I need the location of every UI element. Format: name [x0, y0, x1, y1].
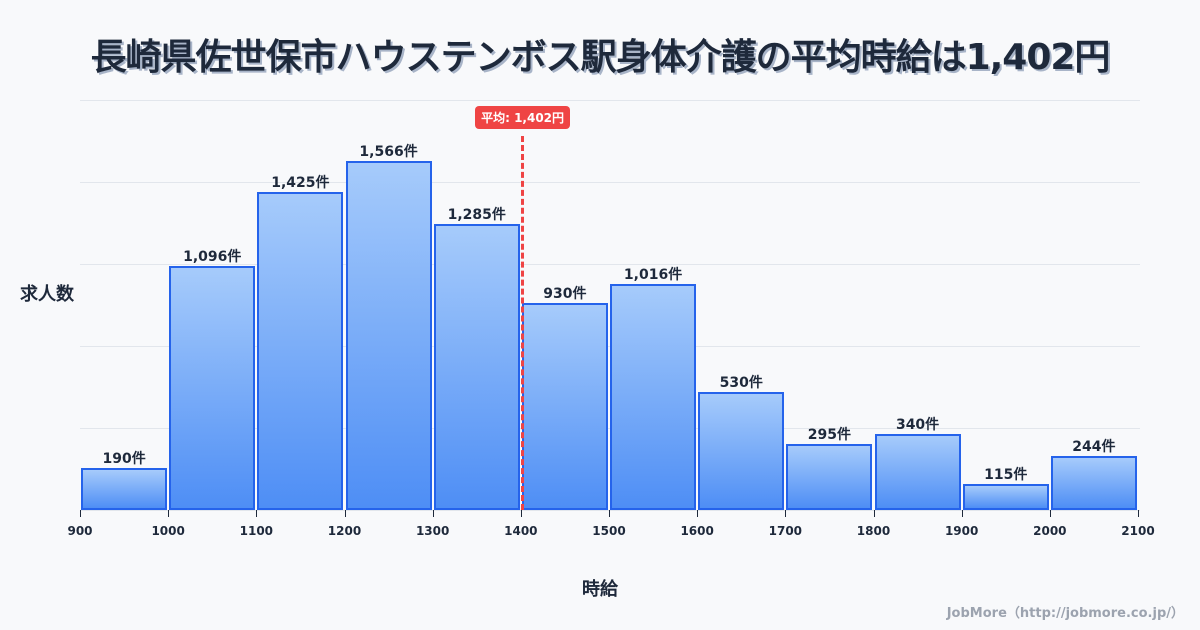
bar-value-label: 1,425件 [271, 175, 330, 192]
source-credit: JobMore（http://jobmore.co.jp/） [946, 606, 1184, 621]
x-tick [256, 510, 258, 517]
x-axis-label: 時給 [582, 579, 618, 600]
histogram-bar [433, 223, 520, 510]
histogram-bar [169, 265, 256, 510]
average-badge: 平均: 1,402円 [475, 106, 571, 129]
gridline [80, 264, 1140, 265]
bar-value-label: 1,566件 [359, 144, 418, 161]
x-tick [80, 510, 81, 517]
x-tick-label: 1100 [239, 524, 274, 538]
x-tick-label: 900 [67, 524, 93, 538]
gridline [80, 510, 1140, 511]
histogram-bar [81, 467, 168, 510]
histogram-bar [521, 302, 608, 510]
bar-value-label: 1,096件 [183, 248, 242, 265]
histogram-plot-area: 190件 1,096件 1,425件 1,566件 1,285件 930件 1,016件 53… [67, 100, 1155, 538]
x-tick [1049, 510, 1051, 517]
x-tick-label: 1500 [592, 524, 626, 538]
chart-title: 長崎県佐世保市ハウステンボス駅身体介護の平均時給は1,402円 [90, 37, 1111, 78]
histogram-bar [257, 192, 344, 510]
histogram-bar [1050, 455, 1137, 510]
histogram-bar [698, 391, 785, 510]
bar-value-label: 1,285件 [447, 206, 506, 223]
bar-value-label: 244件 [1072, 438, 1116, 455]
x-tick [785, 510, 787, 517]
x-tick [168, 510, 170, 517]
x-tick-label: 1200 [327, 524, 362, 538]
bar-value-label: 190件 [102, 450, 146, 467]
x-tick-label: 1400 [504, 524, 538, 538]
bar-value-label: 930件 [543, 285, 587, 302]
y-axis-label: 求人数 [20, 284, 74, 305]
x-tick [344, 510, 346, 517]
x-tick-label: 2100 [1121, 524, 1155, 538]
bar-value-label: 115件 [984, 467, 1028, 484]
x-tick [873, 510, 875, 517]
x-tick-label: 1600 [680, 524, 714, 538]
bar-value-label: 295件 [807, 427, 852, 444]
histogram-bar [610, 283, 697, 510]
x-tick [609, 510, 610, 517]
x-tick-label: 1900 [944, 524, 979, 538]
histogram-bar [962, 484, 1049, 510]
x-tick-label: 2000 [1033, 524, 1067, 538]
gridline [80, 100, 1140, 101]
average-line [521, 136, 525, 510]
histogram-bar [786, 444, 873, 510]
x-tick [961, 510, 963, 517]
histogram-bar [874, 434, 961, 510]
x-tick-label: 1300 [415, 524, 450, 538]
gridline [80, 182, 1140, 183]
x-tick [432, 510, 434, 517]
histogram-bar [345, 161, 432, 510]
x-tick-label: 1800 [856, 524, 891, 538]
x-tick-label: 1000 [151, 524, 185, 538]
x-tick-label: 1700 [768, 524, 803, 538]
x-tick [697, 510, 699, 517]
bar-value-label: 340件 [895, 417, 940, 434]
x-tick [1138, 510, 1139, 517]
bar-value-label: 530件 [719, 374, 763, 391]
x-tick [520, 510, 522, 517]
bar-value-label: 1,016件 [623, 266, 683, 283]
